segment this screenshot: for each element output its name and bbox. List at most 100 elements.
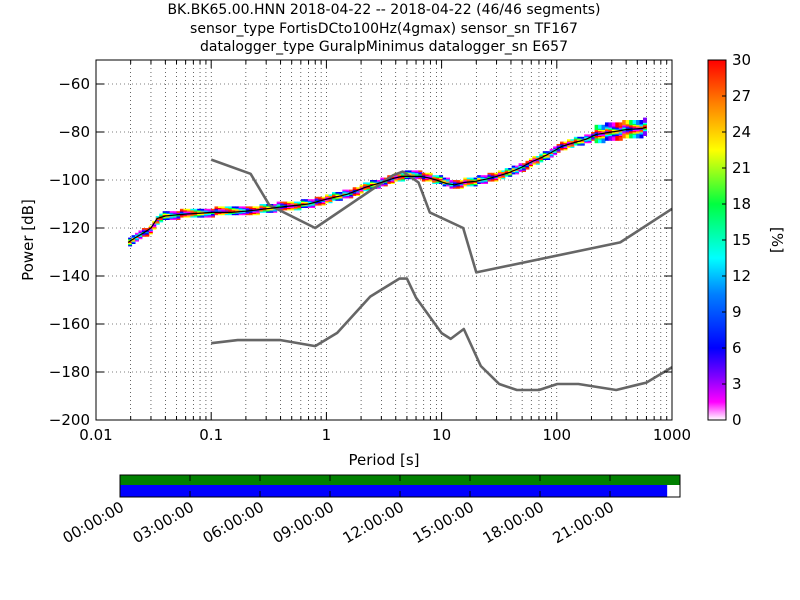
psd-cell <box>252 213 257 216</box>
timeline-tick-label: 18:00:00 <box>480 498 547 547</box>
psd-cell <box>255 210 260 212</box>
psd-cell <box>542 152 547 154</box>
psd-cell <box>245 208 250 211</box>
psd-cell <box>525 160 530 163</box>
psd-cell <box>473 178 478 181</box>
psd-cell <box>442 181 447 183</box>
psd-cell <box>397 180 402 182</box>
psd-cell <box>497 172 502 175</box>
psd-cell <box>304 199 309 201</box>
psd-cell <box>432 175 437 177</box>
psd-cell <box>470 184 475 187</box>
psd-cell <box>636 124 641 127</box>
psd-cell <box>439 178 444 181</box>
psd-cell <box>197 211 202 213</box>
psd-cell <box>452 186 457 188</box>
psd-cell <box>601 139 606 141</box>
psd-cell <box>228 212 233 214</box>
psd-cell <box>618 123 623 126</box>
psd-cell <box>618 139 623 141</box>
psd-cell <box>477 176 482 178</box>
psd-cell <box>252 210 257 212</box>
psd-cell <box>249 208 254 211</box>
psd-cell <box>366 182 371 184</box>
psd-cell <box>207 208 212 211</box>
psd-cell <box>318 201 323 204</box>
psd-cell <box>542 153 547 156</box>
psd-cell <box>598 126 603 128</box>
psd-cell <box>608 124 613 127</box>
psd-cell <box>366 187 371 189</box>
psd-cell <box>518 169 523 171</box>
psd-cell <box>335 192 340 194</box>
psd-cell <box>131 235 136 237</box>
psd-cell <box>591 134 596 136</box>
psd-cell <box>546 158 551 160</box>
psd-cell <box>249 211 254 213</box>
y-tick-label: −200 <box>49 411 90 429</box>
psd-cell <box>525 165 530 168</box>
psd-cell <box>200 210 205 212</box>
psd-cell <box>193 214 198 217</box>
psd-cell <box>190 213 195 216</box>
psd-cell <box>546 157 551 159</box>
psd-cell <box>515 172 520 175</box>
psd-cell <box>235 206 240 208</box>
psd-cell <box>321 198 326 200</box>
psd-cell <box>325 200 330 202</box>
psd-cell <box>397 174 402 176</box>
x-tick-label: 1 <box>322 426 332 444</box>
psd-cell <box>242 213 247 216</box>
psd-cell <box>539 153 544 156</box>
psd-cell <box>204 216 209 218</box>
psd-cell <box>611 136 616 139</box>
psd-cell <box>625 135 630 138</box>
psd-cell <box>428 178 433 181</box>
psd-cell <box>542 156 547 158</box>
psd-cell <box>293 207 298 210</box>
psd-cell <box>501 176 506 178</box>
psd-cell <box>639 121 644 123</box>
psd-cell <box>549 152 554 154</box>
psd-cell <box>618 127 623 129</box>
psd-cell <box>245 206 250 208</box>
psd-cell <box>629 126 634 128</box>
psd-cell <box>228 213 233 216</box>
colorbar-tick-label: 0 <box>732 411 742 429</box>
psd-cell <box>266 208 271 211</box>
psd-cell <box>632 124 637 127</box>
psd-cell <box>504 174 509 176</box>
psd-cell <box>432 181 437 183</box>
psd-cell <box>390 178 395 181</box>
psd-cell <box>266 211 271 213</box>
psd-cell <box>162 218 167 220</box>
psd-cell <box>131 241 136 243</box>
psd-cell <box>262 210 267 212</box>
psd-cell <box>528 159 533 162</box>
psd-cell <box>414 177 419 180</box>
psd-cell <box>546 154 551 157</box>
psd-cell <box>176 212 181 214</box>
psd-cell <box>328 199 333 201</box>
psd-cell <box>490 172 495 175</box>
psd-cell <box>615 139 620 141</box>
psd-cell <box>221 206 226 208</box>
psd-cell <box>549 148 554 151</box>
psd-cell <box>394 175 399 177</box>
psd-cell <box>618 124 623 127</box>
psd-cell <box>221 210 226 212</box>
psd-cell <box>622 134 627 136</box>
psd-cell <box>155 222 160 224</box>
psd-cell <box>532 157 537 159</box>
psd-cell <box>262 206 267 208</box>
psd-cell <box>238 212 243 214</box>
psd-cell <box>335 196 340 199</box>
psd-cell <box>625 127 630 129</box>
psd-cell <box>625 126 630 128</box>
psd-cell <box>639 126 644 128</box>
psd-cell <box>135 232 139 235</box>
psd-cell <box>632 134 637 136</box>
x-tick-label: 0.1 <box>199 426 223 444</box>
psd-cell <box>148 225 153 228</box>
psd-cell <box>370 182 374 184</box>
